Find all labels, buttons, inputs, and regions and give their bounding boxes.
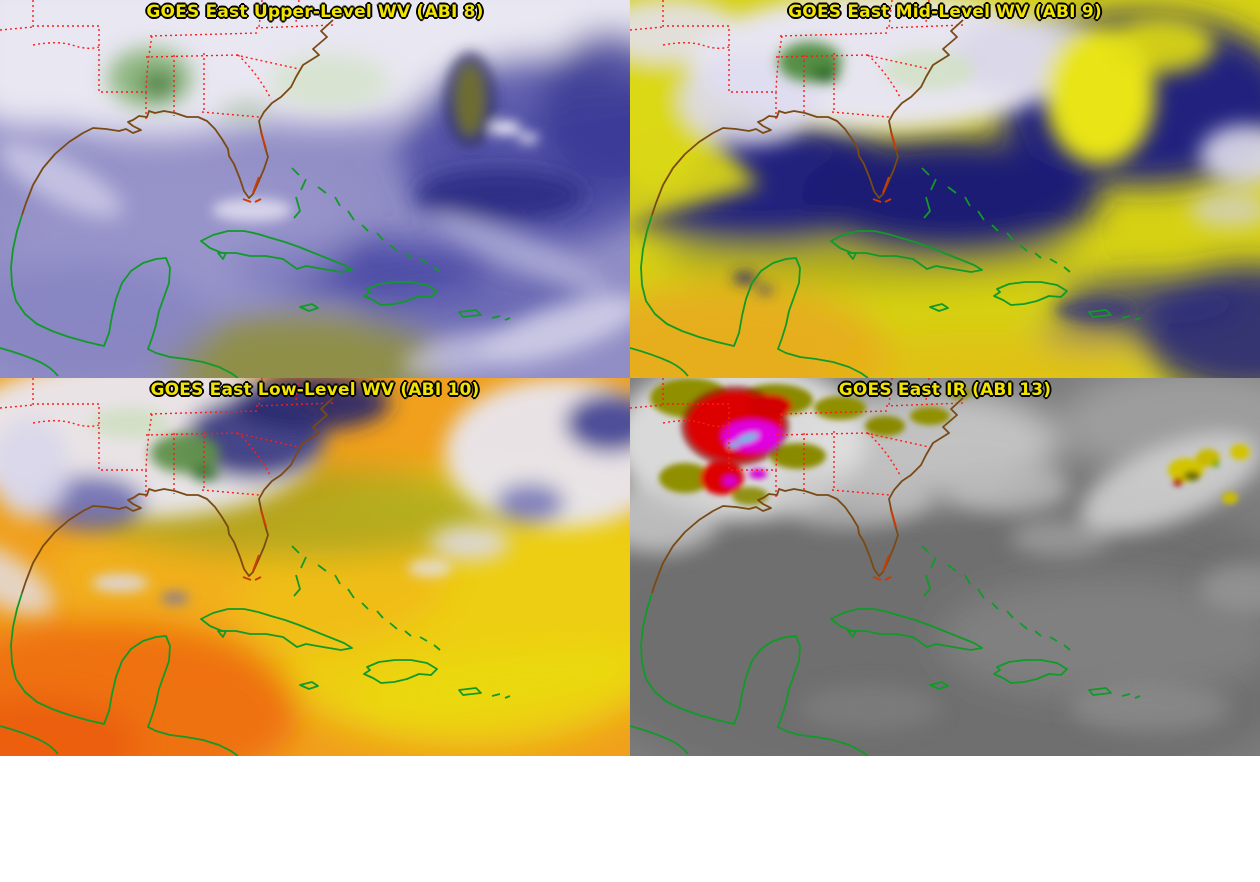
panel-title-upper-wv: GOES East Upper-Level WV (ABI 8): [146, 2, 484, 22]
satellite-image-low-wv: [0, 378, 630, 756]
panel-mid-level-wv: GOES East Mid-Level WV (ABI 9): [630, 0, 1260, 378]
satellite-image-mid-wv: [630, 0, 1260, 378]
panel-title-mid-wv: GOES East Mid-Level WV (ABI 9): [788, 2, 1102, 22]
footer: 175 200 225 250 275 300 325 175 200 225 …: [0, 756, 1260, 882]
panel-title-ir: GOES East IR (ABI 13): [838, 380, 1052, 400]
satellite-image-ir: [630, 378, 1260, 756]
panel-ir: GOES East IR (ABI 13): [630, 378, 1260, 756]
panel-title-low-wv: GOES East Low-Level WV (ABI 10): [150, 380, 480, 400]
panel-low-level-wv: GOES East Low-Level WV (ABI 10): [0, 378, 630, 756]
satellite-image-upper-wv: [0, 0, 630, 378]
panel-upper-level-wv: GOES East Upper-Level WV (ABI 8): [0, 0, 630, 378]
